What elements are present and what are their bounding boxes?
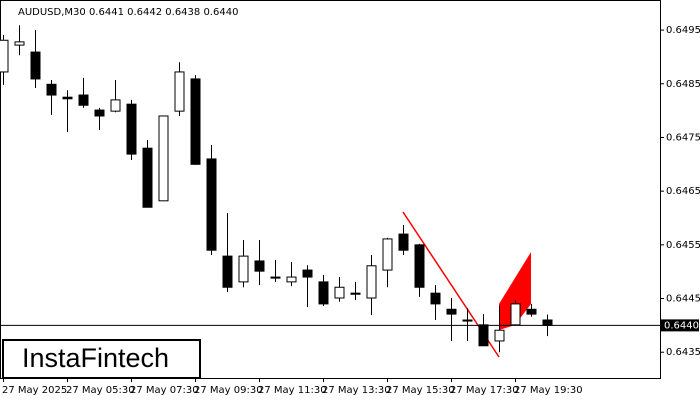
- candle-body: [350, 292, 361, 295]
- x-tick-label: 27 May 07:30: [130, 385, 199, 396]
- candle-body: [14, 41, 25, 46]
- candle-body: [110, 99, 121, 112]
- logo-box: [2, 339, 201, 379]
- candle-body: [398, 233, 409, 251]
- candle-body: [238, 255, 249, 283]
- candle-body: [382, 238, 393, 271]
- candle-body: [254, 260, 265, 272]
- candle-body: [158, 115, 169, 202]
- candle-body: [62, 96, 73, 100]
- candle-body: [366, 265, 377, 299]
- candle-body: [510, 303, 521, 326]
- candle-body: [174, 71, 185, 112]
- chart-title: AUDUSD,M30 0.6441 0.6442 0.6438 0.6440: [18, 7, 238, 18]
- y-tick-label: 0.6465: [666, 186, 700, 197]
- candle-body: [142, 147, 153, 208]
- brand-logo: InstaFintech: [22, 343, 169, 373]
- candle-body: [126, 103, 137, 155]
- x-tick-label: 27 May 19:30: [514, 385, 583, 396]
- candle-body: [270, 276, 281, 279]
- candle-body: [478, 324, 489, 347]
- candle-body: [206, 158, 217, 251]
- candle-body: [494, 329, 505, 342]
- y-tick-label: 0.6445: [666, 294, 700, 305]
- x-tick-label: 27 May 13:30: [322, 385, 391, 396]
- candle-body: [286, 276, 297, 283]
- candle-body: [526, 308, 537, 315]
- plot-frame: [0, 0, 661, 379]
- x-tick-label: 27 May 15:30: [386, 385, 455, 396]
- candle-body: [430, 292, 441, 305]
- y-tick-label: 0.6475: [666, 132, 700, 143]
- x-tick-label: 27 May 17:30: [450, 385, 519, 396]
- x-tick-label: 27 May 05:30: [66, 385, 135, 396]
- candle-body: [78, 94, 89, 106]
- candle-body: [0, 39, 9, 73]
- candle-body: [30, 51, 41, 80]
- candle-body: [302, 269, 313, 278]
- candle-body: [46, 83, 57, 96]
- current-price-label: 0.6440: [664, 320, 699, 331]
- y-tick-label: 0.6455: [666, 240, 700, 251]
- y-tick-label: 0.6435: [666, 347, 700, 358]
- candle-body: [94, 109, 105, 117]
- candle-body: [446, 308, 457, 315]
- candle-body: [414, 244, 425, 288]
- candle-body: [222, 255, 233, 288]
- candle-body: [462, 319, 473, 322]
- y-tick-label: 0.6495: [666, 25, 700, 36]
- candle-body: [542, 319, 553, 326]
- x-tick-label: 27 May 2025: [2, 385, 67, 396]
- x-tick-label: 27 May 11:30: [258, 385, 327, 396]
- current-price-tag: [661, 319, 699, 332]
- y-tick-label: 0.6485: [666, 79, 700, 90]
- candle-body: [318, 281, 329, 305]
- candle-body: [190, 78, 201, 165]
- x-tick-label: 27 May 09:30: [194, 385, 263, 396]
- candle-body: [334, 286, 345, 299]
